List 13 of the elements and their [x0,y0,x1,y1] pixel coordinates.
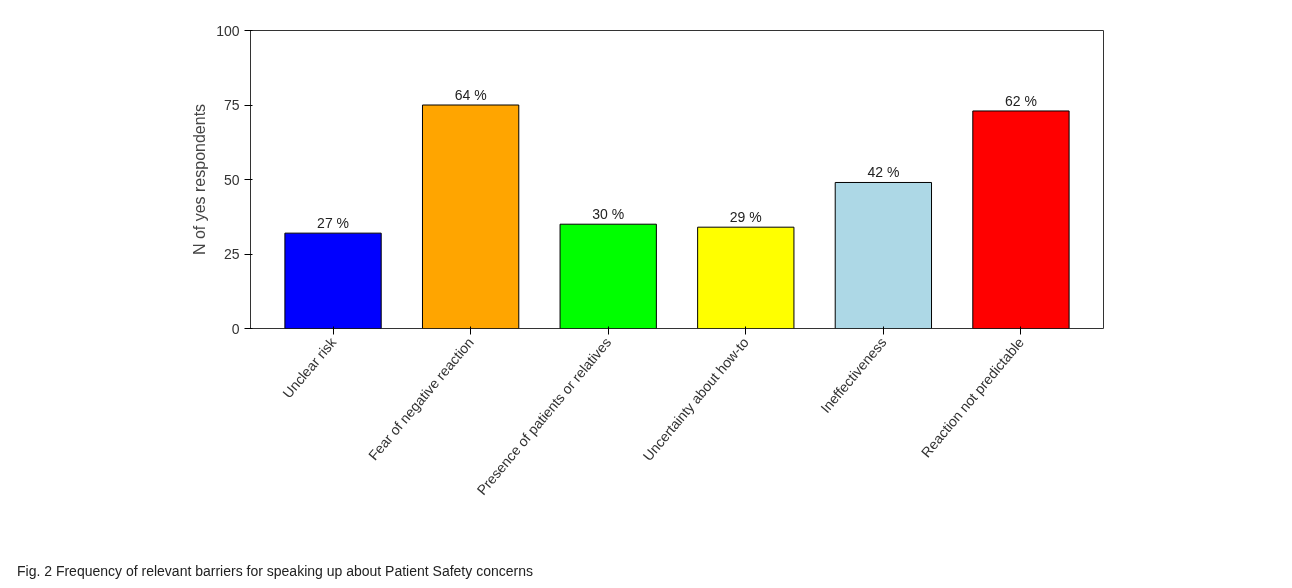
y-tick-label: 50 [223,171,240,188]
y-tick-label: 25 [223,246,240,262]
annotation: 42 % [867,164,900,181]
y-tick-label: 100 [216,22,240,39]
caption: Fig. 2 Frequency of relevant barriers for speaking up about Patient Safety concerns [17,562,533,581]
annotation: 29 % [729,209,762,226]
y-axis-title: N of yes respondents [191,103,209,256]
annotation: 30 % [592,206,625,223]
y-tick-label: 0 [231,320,240,337]
y-tick-label: 75 [223,97,240,113]
annotation: 64 % [454,87,487,103]
annotation: 62 % [1005,92,1037,109]
annotation: 27 % [317,215,350,232]
